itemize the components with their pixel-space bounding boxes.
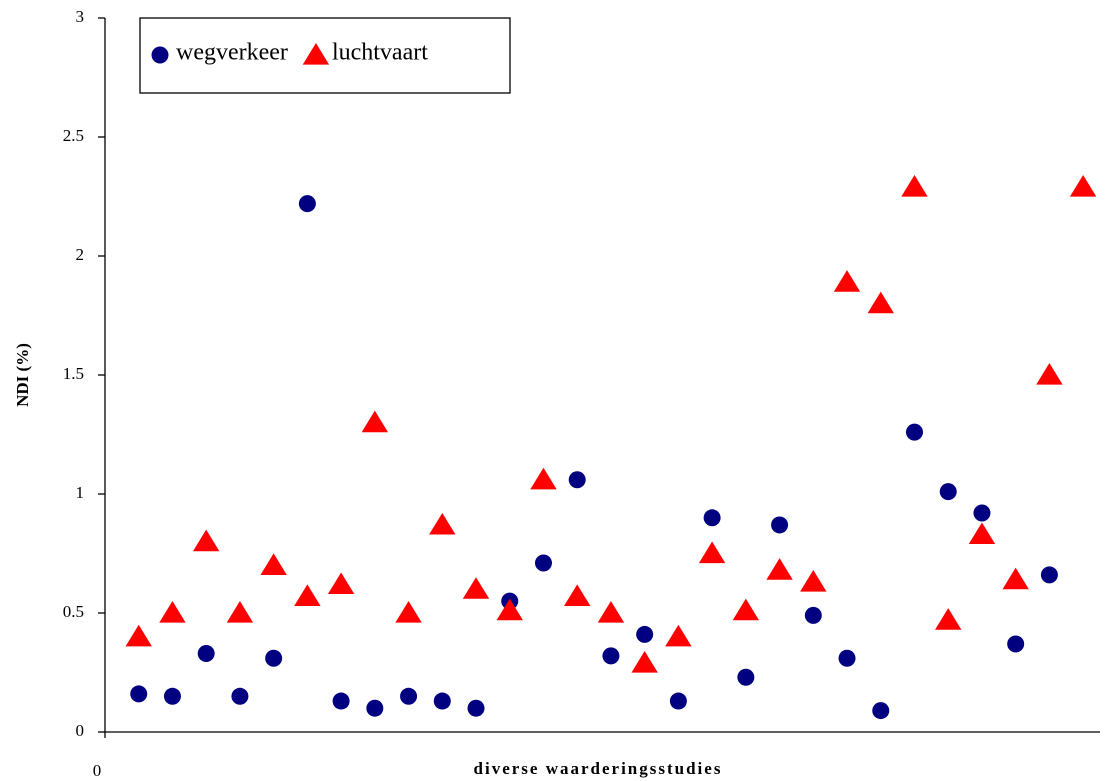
data-point: [602, 647, 620, 665]
data-point: [905, 423, 923, 441]
data-point: [1069, 174, 1097, 197]
data-point: [973, 504, 991, 522]
data-point: [737, 668, 755, 686]
data-point: [1007, 635, 1025, 653]
data-point: [294, 584, 321, 606]
data-point: [1002, 567, 1029, 590]
data-point: [901, 174, 928, 197]
data-point: [265, 649, 283, 667]
data-point: [564, 584, 591, 606]
y-axis-label: NDI (%): [13, 343, 32, 407]
data-point: [395, 601, 422, 623]
data-point: [597, 601, 625, 623]
legend-marker: [302, 43, 330, 65]
data-point: [332, 692, 350, 710]
data-point: [838, 649, 856, 667]
data-point: [433, 692, 451, 710]
data-point: [732, 598, 760, 621]
y-tick-label: 0.5: [63, 602, 84, 621]
data-point: [665, 624, 692, 647]
data-point: [698, 541, 726, 564]
data-point: [872, 702, 890, 720]
y-tick-label: 0: [76, 721, 85, 740]
data-point: [159, 601, 186, 623]
data-point: [631, 650, 658, 673]
data-point: [935, 608, 962, 630]
data-point: [530, 467, 557, 490]
y-tick-label: 1: [76, 483, 85, 502]
legend-label: wegverkeer: [176, 40, 288, 66]
data-point: [636, 625, 654, 643]
data-point: [939, 483, 957, 501]
data-point: [226, 601, 254, 623]
legend-box: [139, 17, 511, 94]
y-tick-label: 3: [76, 7, 85, 26]
data-point: [327, 572, 355, 595]
data-point: [130, 685, 148, 703]
x-axis-label: diverse waarderingsstudies: [474, 759, 723, 778]
legend-marker: [151, 46, 169, 64]
data-point: [467, 699, 485, 717]
data-point: [968, 522, 996, 545]
data-point: [703, 509, 721, 527]
data-point: [867, 291, 894, 314]
y-tick-label: 1.5: [63, 364, 84, 383]
data-point: [496, 598, 523, 621]
data-point: [462, 577, 490, 599]
data-point: [260, 553, 287, 575]
data-point: [429, 512, 456, 535]
legend-label: luchtvaart: [332, 40, 428, 66]
data-point: [1040, 566, 1058, 584]
data-point: [361, 410, 389, 433]
data-point: [800, 570, 827, 592]
data-point: [771, 516, 789, 534]
data-point: [833, 270, 861, 292]
y-tick-label: 2: [76, 245, 85, 264]
data-point: [231, 687, 249, 705]
data-point: [766, 558, 793, 580]
data-point: [534, 554, 552, 572]
data-point: [163, 687, 181, 705]
data-point: [804, 606, 822, 624]
x-tick-label: 0: [93, 761, 102, 780]
y-tick-label: 2.5: [63, 126, 84, 145]
data-point: [669, 692, 687, 710]
data-point: [1036, 363, 1063, 385]
data-point: [192, 529, 220, 552]
data-point: [197, 644, 215, 662]
data-point: [366, 699, 384, 717]
data-point: [400, 687, 418, 705]
data-point: [125, 624, 152, 647]
data-point: [298, 195, 316, 213]
data-point: [568, 471, 586, 489]
